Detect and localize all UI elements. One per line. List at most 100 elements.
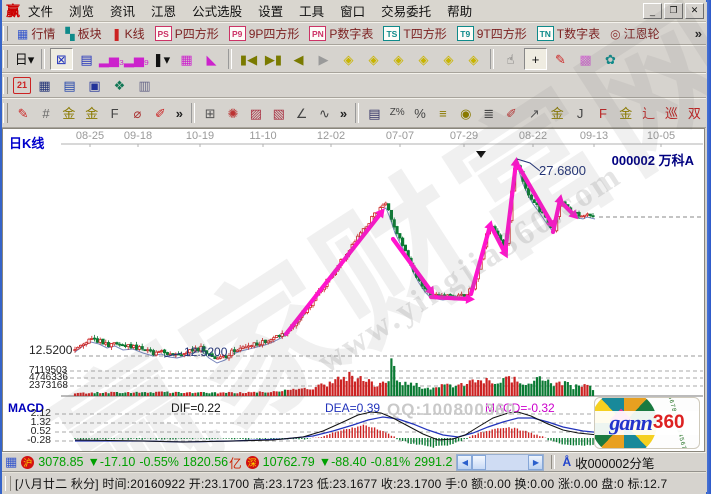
menu-item[interactable]: 工具	[299, 5, 325, 19]
toolbar-9p-square[interactable]: P9 9P四方形	[228, 25, 299, 42]
menu-item[interactable]: 资讯	[110, 5, 136, 19]
x-axis-tick: 09-18	[123, 130, 153, 142]
crosshair-icon[interactable]: +	[524, 48, 547, 70]
zoom-diamond-4-icon[interactable]: ◈	[418, 51, 429, 67]
ray-fan-icon[interactable]: ✺	[227, 105, 239, 121]
expand-icon[interactable]: ↗	[528, 105, 540, 121]
menu-item[interactable]: 帮助	[447, 5, 473, 19]
zoom-diamond-1-icon[interactable]: ◈	[343, 51, 354, 67]
menu-item[interactable]: 江恩	[151, 5, 177, 19]
arc-tool-icon[interactable]: ⌀	[133, 105, 142, 121]
zoom-diamond-5-icon[interactable]: ◈	[443, 51, 454, 67]
percent-icon[interactable]: %	[414, 105, 426, 121]
toolbar-label: T四方形	[403, 27, 447, 41]
draw-pen-icon[interactable]: ✎	[555, 51, 566, 67]
walk-tool-icon[interactable]: 辶	[642, 105, 656, 121]
restore-button[interactable]: ❐	[664, 2, 683, 19]
trend-flag-icon[interactable]: ◣	[206, 51, 217, 67]
p-square-icon: PS	[154, 26, 172, 41]
tick-view-label[interactable]: 收000002分笔	[575, 456, 655, 471]
toolbar-kline[interactable]: ❚ K线	[112, 25, 145, 42]
f-line-icon[interactable]: F	[598, 105, 607, 121]
horizontal-scrollbar[interactable]: ◀ ▶	[456, 453, 545, 471]
minimize-button[interactable]: _	[643, 2, 662, 19]
macd-panel-label: MACD	[8, 401, 44, 415]
network-icon[interactable]: ❖	[113, 78, 126, 93]
toolbar-quotes[interactable]: ▦ 行情	[17, 25, 55, 42]
bars-9-icon[interactable]: ▂▅₉	[123, 51, 150, 67]
menu-item[interactable]: 文件	[28, 5, 54, 19]
calendar-21-icon[interactable]: 21	[13, 77, 31, 94]
period-daily-icon[interactable]: 日▾	[14, 51, 35, 67]
candle-style-icon[interactable]: ❚▾	[152, 51, 171, 67]
angle-line-icon[interactable]: ∠	[295, 105, 308, 121]
brush-icon[interactable]: ✎	[17, 105, 29, 121]
scroll-left-button[interactable]: ◀	[457, 454, 473, 470]
menu-item[interactable]: 交易委托	[381, 5, 432, 19]
toolbar-overflow-chevron[interactable]: »	[175, 105, 183, 121]
zoom-diamond-2-icon[interactable]: ◈	[368, 51, 379, 67]
menu-item[interactable]: 窗口	[340, 5, 366, 19]
kline-icon: ❚	[111, 26, 122, 41]
report-icon[interactable]: ▤	[368, 105, 381, 121]
x-axis-tick: 10-05	[646, 130, 676, 142]
info-list-icon[interactable]: ▤	[80, 51, 93, 67]
calculator-icon[interactable]: ▦	[38, 78, 51, 93]
grid-tool-icon[interactable]: #	[42, 105, 50, 121]
prev-bar-icon[interactable]: ◀	[293, 51, 304, 67]
gann-gold-1-icon[interactable]: 金	[62, 105, 76, 121]
computer-icon[interactable]: ▥	[138, 78, 151, 93]
pink-grid-icon[interactable]: ▩	[579, 51, 592, 67]
toolbar-gann-wheel[interactable]: ◎ 江恩轮	[610, 25, 660, 42]
next-bar-icon[interactable]: ▶	[318, 51, 329, 67]
scroll-thumb[interactable]	[472, 454, 487, 470]
frame-tool-icon[interactable]: ⊞	[204, 105, 216, 121]
market-grid-icon[interactable]: ▦	[5, 454, 18, 469]
j-line-icon[interactable]: J	[576, 105, 584, 121]
levels-2-icon[interactable]: ≣	[483, 105, 495, 121]
drawing-toolbar: ✎ # 金金 F ⌀ ✐» ⊞ ✺ ▨ ▧ ∠ ∿» ▤ Z%% ≡ ◉ ≣ ✐ ↗ 金 J F 金辶巡双	[2, 98, 706, 128]
pattern-grid-icon[interactable]: ▦	[180, 51, 193, 67]
toolbar-p-square[interactable]: PS P四方形	[154, 25, 219, 42]
first-bar-icon[interactable]: ▮◀	[239, 51, 258, 67]
last-bar-icon[interactable]: ▶▮	[264, 51, 283, 67]
toolbar-t-square[interactable]: TS T四方形	[383, 25, 447, 42]
gold-3-icon[interactable]: 金	[550, 105, 564, 121]
gann360-logo: 234567890123456789 gann 360	[594, 397, 700, 449]
zoom-diamond-6-icon[interactable]: ◈	[468, 51, 479, 67]
toolbar-9t-square[interactable]: T9 9T四方形	[456, 25, 527, 42]
toolbar-p-number-table[interactable]: PN P数字表	[309, 25, 373, 42]
wave-line-icon[interactable]: ∿	[319, 105, 330, 121]
double-z-icon[interactable]: 双	[687, 105, 701, 121]
hatch-2-icon[interactable]: ▧	[272, 105, 285, 121]
x-axis-tick: 09-13	[579, 130, 609, 142]
levels-1-icon[interactable]: ≡	[439, 105, 447, 121]
gold-4-icon[interactable]: 金	[619, 105, 633, 121]
pan-hand-icon[interactable]: ☝	[506, 51, 515, 67]
chart-panel[interactable]: 08-25 09-18 10-19 11-10 12-02 07-07 07-29 08-22…	[2, 128, 705, 452]
zoom-diamond-3-icon[interactable]: ◈	[393, 51, 404, 67]
save-icon[interactable]: ▣	[88, 78, 101, 93]
main-view-icon[interactable]: ⊠	[50, 48, 73, 70]
toolbar-overflow-chevron[interactable]: »	[339, 105, 348, 121]
close-button[interactable]: ✕	[685, 2, 704, 19]
scroll-right-button[interactable]: ▶	[528, 454, 544, 470]
hatch-1-icon[interactable]: ▨	[249, 105, 263, 121]
speed-tool-icon[interactable]: 巡	[665, 105, 679, 121]
menu-item[interactable]: 设置	[258, 5, 284, 19]
fib-tool-icon[interactable]: F	[110, 105, 119, 121]
teal-flower-icon[interactable]: ✿	[605, 51, 616, 67]
bars-3-icon[interactable]: ▂▅₃	[98, 51, 125, 67]
kline-chart[interactable]	[3, 129, 706, 451]
gann-gold-2-icon[interactable]: 金	[85, 105, 99, 121]
toolbar-t-number-table[interactable]: TN T数字表	[536, 25, 600, 42]
pen-3-icon[interactable]: ✐	[506, 105, 517, 121]
gold-circle-icon[interactable]: ◉	[460, 105, 472, 121]
toolbar-sectors[interactable]: ▚ 板块	[65, 25, 101, 42]
menu-item[interactable]: 公式选股	[192, 5, 243, 19]
z-percent-icon[interactable]: Z%	[389, 107, 405, 118]
notepad-icon[interactable]: ▤	[63, 78, 76, 93]
toolbar-overflow-chevron[interactable]: »	[694, 26, 702, 41]
pen-2-icon[interactable]: ✐	[154, 105, 166, 121]
menu-item[interactable]: 浏览	[69, 5, 95, 19]
